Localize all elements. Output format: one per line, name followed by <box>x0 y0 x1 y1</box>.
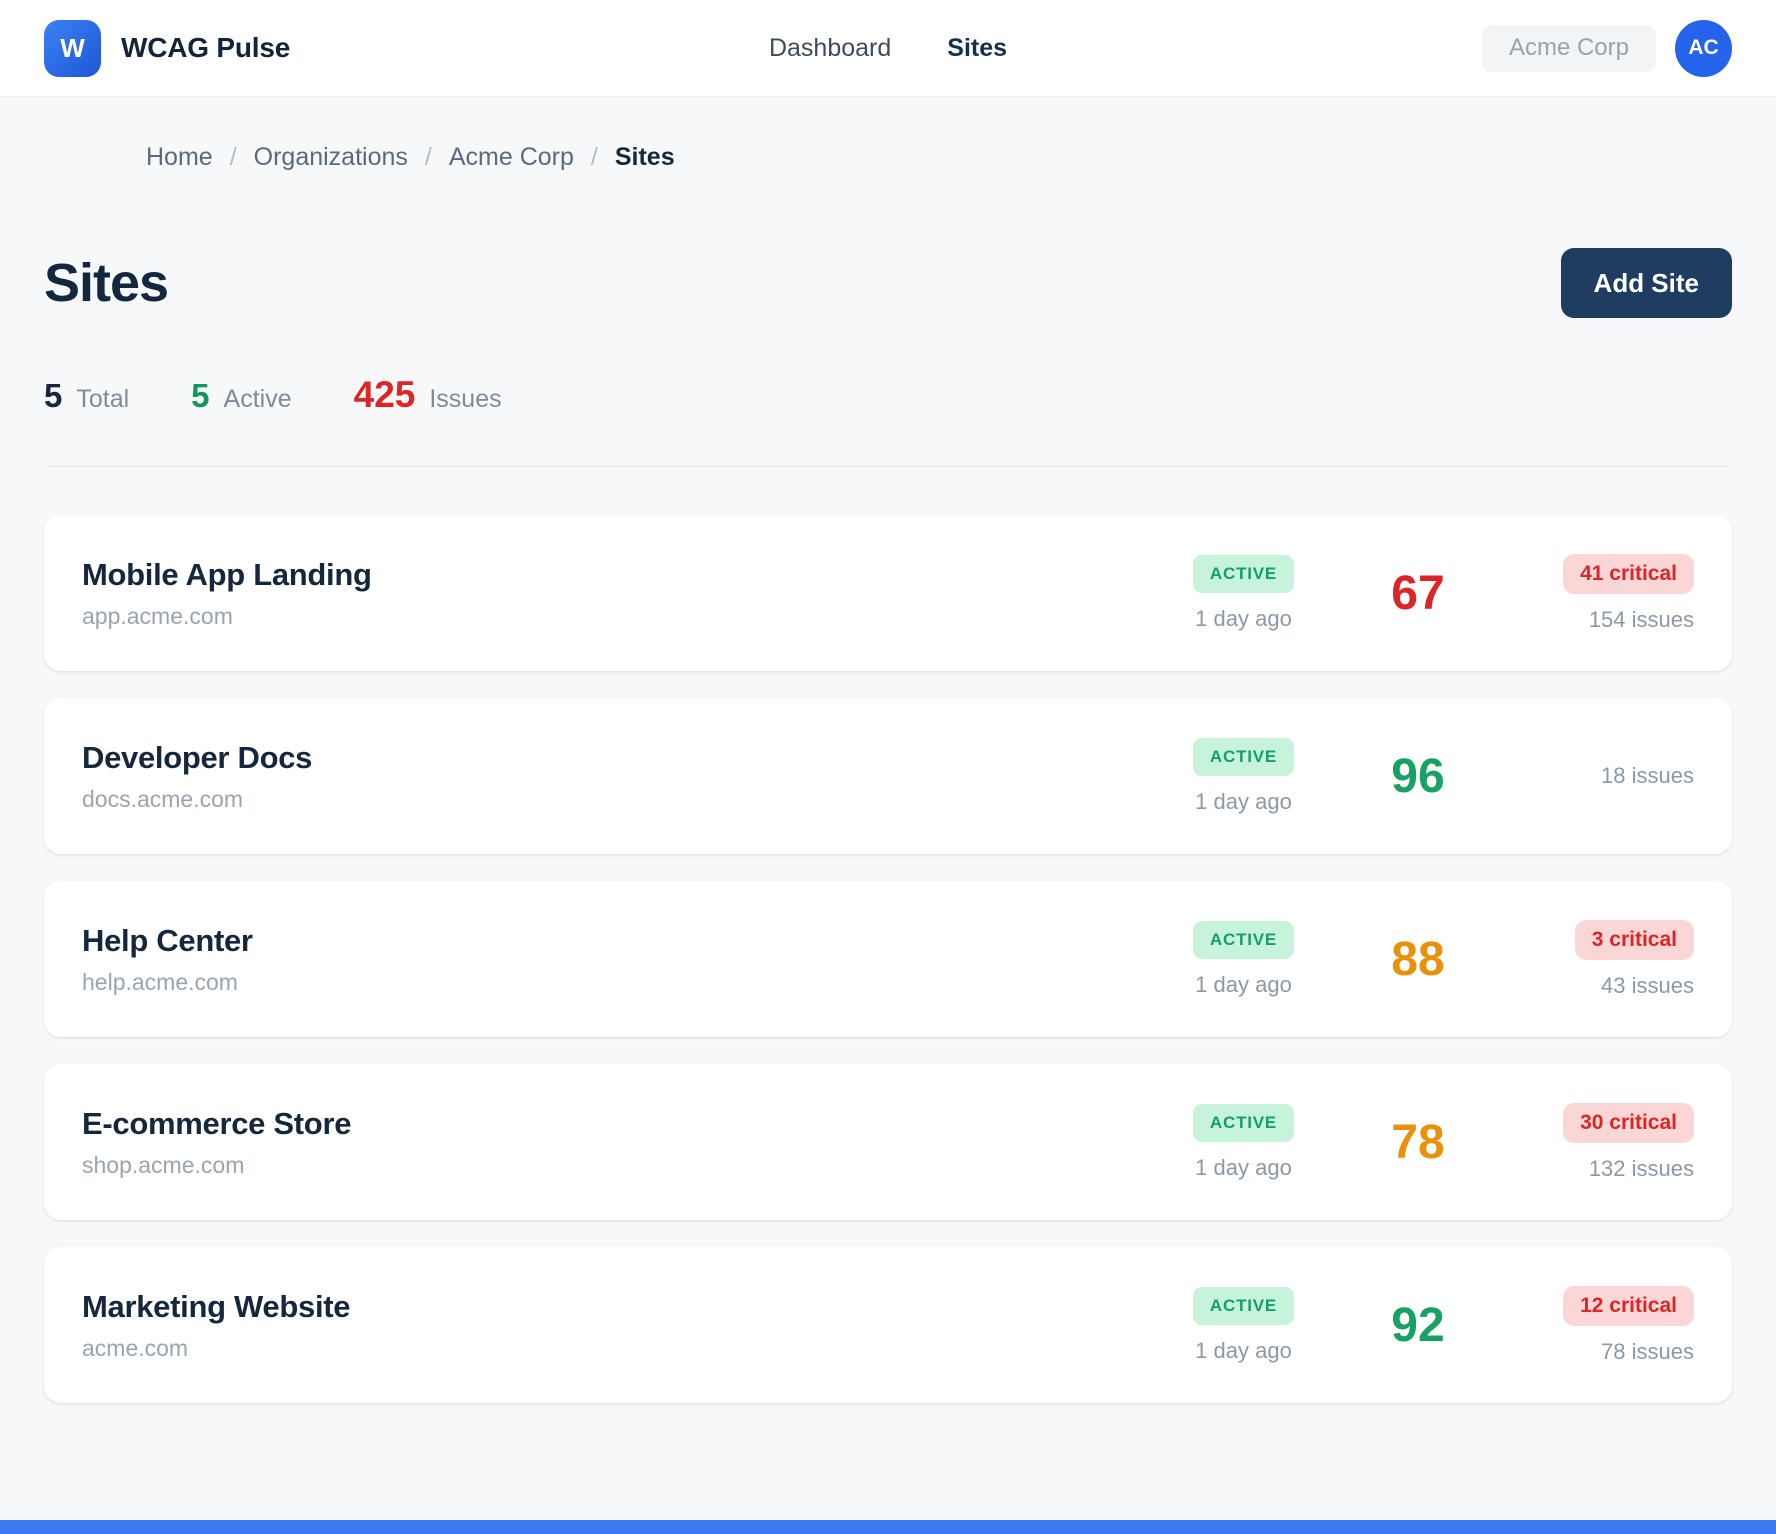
site-meta: ACTIVE 1 day ago 67 41 critical 154 issu… <box>1181 545 1694 641</box>
nav-sites[interactable]: Sites <box>947 33 1008 62</box>
site-card[interactable]: Mobile App Landing app.acme.com ACTIVE 1… <box>44 515 1732 671</box>
app-header: W WCAG Pulse Dashboard Sites Acme Corp A… <box>0 0 1776 97</box>
critical-badge: 30 critical <box>1563 1102 1694 1143</box>
add-site-button[interactable]: Add Site <box>1560 248 1732 318</box>
stat-active-value: 5 <box>191 377 210 414</box>
site-info: Mobile App Landing app.acme.com <box>82 557 372 630</box>
accessibility-score: 78 <box>1391 1115 1445 1169</box>
site-card[interactable]: Developer Docs docs.acme.com ACTIVE 1 da… <box>44 698 1732 854</box>
last-scan-time: 1 day ago <box>1195 1337 1292 1363</box>
site-domain: help.acme.com <box>82 968 238 995</box>
issues-count: 43 issues <box>1601 972 1694 998</box>
site-info: E-commerce Store shop.acme.com <box>82 1106 351 1179</box>
status-column: ACTIVE 1 day ago <box>1181 1286 1306 1364</box>
issues-column: 12 critical 78 issues <box>1522 1277 1694 1373</box>
site-name[interactable]: Marketing Website <box>82 1288 351 1324</box>
user-avatar[interactable]: AC <box>1675 19 1732 77</box>
status-badge: ACTIVE <box>1192 1286 1295 1325</box>
site-info: Marketing Website acme.com <box>82 1288 351 1362</box>
stat-total: 5 Total <box>44 377 129 415</box>
breadcrumb-organizations[interactable]: Organizations <box>253 143 408 171</box>
footer-accent-bar <box>0 1520 1776 1534</box>
issues-count: 132 issues <box>1588 1155 1694 1181</box>
status-badge: ACTIVE <box>1192 737 1295 776</box>
issues-column: 30 critical 132 issues <box>1522 1094 1694 1190</box>
main-nav: Dashboard Sites <box>769 34 1007 63</box>
org-selector-button[interactable]: Acme Corp <box>1481 24 1656 72</box>
site-meta: ACTIVE 1 day ago 96 18 issues <box>1181 728 1694 824</box>
stat-active-label: Active <box>223 385 292 413</box>
site-domain: shop.acme.com <box>82 1151 245 1178</box>
stat-issues-label: Issues <box>429 385 502 413</box>
stat-total-value: 5 <box>44 377 63 414</box>
site-card[interactable]: Help Center help.acme.com ACTIVE 1 day a… <box>44 881 1732 1037</box>
issues-column: 41 critical 154 issues <box>1522 545 1694 641</box>
stat-total-label: Total <box>76 385 130 413</box>
breadcrumb-separator: / <box>590 143 598 171</box>
nav-dashboard[interactable]: Dashboard <box>768 33 892 62</box>
site-meta: ACTIVE 1 day ago 78 30 critical 132 issu… <box>1181 1094 1694 1190</box>
breadcrumb-separator: / <box>424 143 432 171</box>
issues-column: 18 issues <box>1522 728 1694 824</box>
status-column: ACTIVE 1 day ago <box>1181 920 1306 998</box>
site-name[interactable]: E-commerce Store <box>82 1105 352 1141</box>
main-content: Home / Organizations / Acme Corp / Sites… <box>0 97 1776 1520</box>
accessibility-score: 92 <box>1391 1298 1445 1352</box>
stat-issues-value: 425 <box>353 374 416 415</box>
last-scan-time: 1 day ago <box>1195 605 1292 631</box>
title-row: Sites Add Site <box>44 248 1732 318</box>
site-name[interactable]: Developer Docs <box>82 739 313 775</box>
status-badge: ACTIVE <box>1192 554 1295 593</box>
site-domain: acme.com <box>82 1334 189 1361</box>
site-meta: ACTIVE 1 day ago 88 3 critical 43 issues <box>1181 911 1694 1007</box>
critical-badge: 41 critical <box>1563 553 1694 594</box>
last-scan-time: 1 day ago <box>1195 971 1292 997</box>
status-column: ACTIVE 1 day ago <box>1181 737 1306 815</box>
site-info: Help Center help.acme.com <box>82 923 253 996</box>
site-meta: ACTIVE 1 day ago 92 12 critical 78 issue… <box>1181 1277 1694 1373</box>
stat-active: 5 Active <box>191 377 291 415</box>
breadcrumb-separator: / <box>229 143 237 171</box>
breadcrumb-current-sites: Sites <box>614 143 675 171</box>
status-badge: ACTIVE <box>1192 920 1295 959</box>
accessibility-score: 96 <box>1391 749 1445 803</box>
breadcrumb-home[interactable]: Home <box>146 143 213 171</box>
header-right: Acme Corp AC <box>1481 19 1732 77</box>
status-column: ACTIVE 1 day ago <box>1181 554 1306 632</box>
site-card[interactable]: E-commerce Store shop.acme.com ACTIVE 1 … <box>44 1064 1732 1220</box>
site-list: Mobile App Landing app.acme.com ACTIVE 1… <box>44 515 1732 1403</box>
breadcrumb-acme-corp[interactable]: Acme Corp <box>448 143 574 171</box>
issues-count: 18 issues <box>1601 763 1694 788</box>
issues-count: 78 issues <box>1601 1338 1694 1364</box>
site-info: Developer Docs docs.acme.com <box>82 740 312 813</box>
site-name[interactable]: Mobile App Landing <box>82 556 372 592</box>
breadcrumb: Home / Organizations / Acme Corp / Sites <box>44 97 1732 172</box>
logo-letter: W <box>60 32 85 63</box>
accessibility-score: 67 <box>1391 566 1445 620</box>
site-card[interactable]: Marketing Website acme.com ACTIVE 1 day … <box>44 1247 1732 1403</box>
divider <box>44 466 1732 467</box>
accessibility-score: 88 <box>1391 932 1445 986</box>
page-title: Sites <box>44 253 169 313</box>
critical-badge: 3 critical <box>1574 919 1694 960</box>
site-name[interactable]: Help Center <box>82 922 253 958</box>
stat-issues: 425 Issues <box>354 374 502 416</box>
stats-row: 5 Total 5 Active 425 Issues <box>44 374 1732 416</box>
critical-badge: 12 critical <box>1563 1285 1694 1326</box>
last-scan-time: 1 day ago <box>1195 788 1292 814</box>
issues-count: 154 issues <box>1588 606 1694 632</box>
status-column: ACTIVE 1 day ago <box>1181 1103 1306 1181</box>
site-domain: docs.acme.com <box>82 785 244 812</box>
last-scan-time: 1 day ago <box>1195 1154 1292 1180</box>
app-logo-icon: W <box>44 19 101 77</box>
brand: W WCAG Pulse <box>44 19 291 77</box>
site-domain: app.acme.com <box>82 602 233 629</box>
status-badge: ACTIVE <box>1192 1103 1295 1142</box>
issues-column: 3 critical 43 issues <box>1522 911 1694 1007</box>
app-name: WCAG Pulse <box>121 32 291 63</box>
